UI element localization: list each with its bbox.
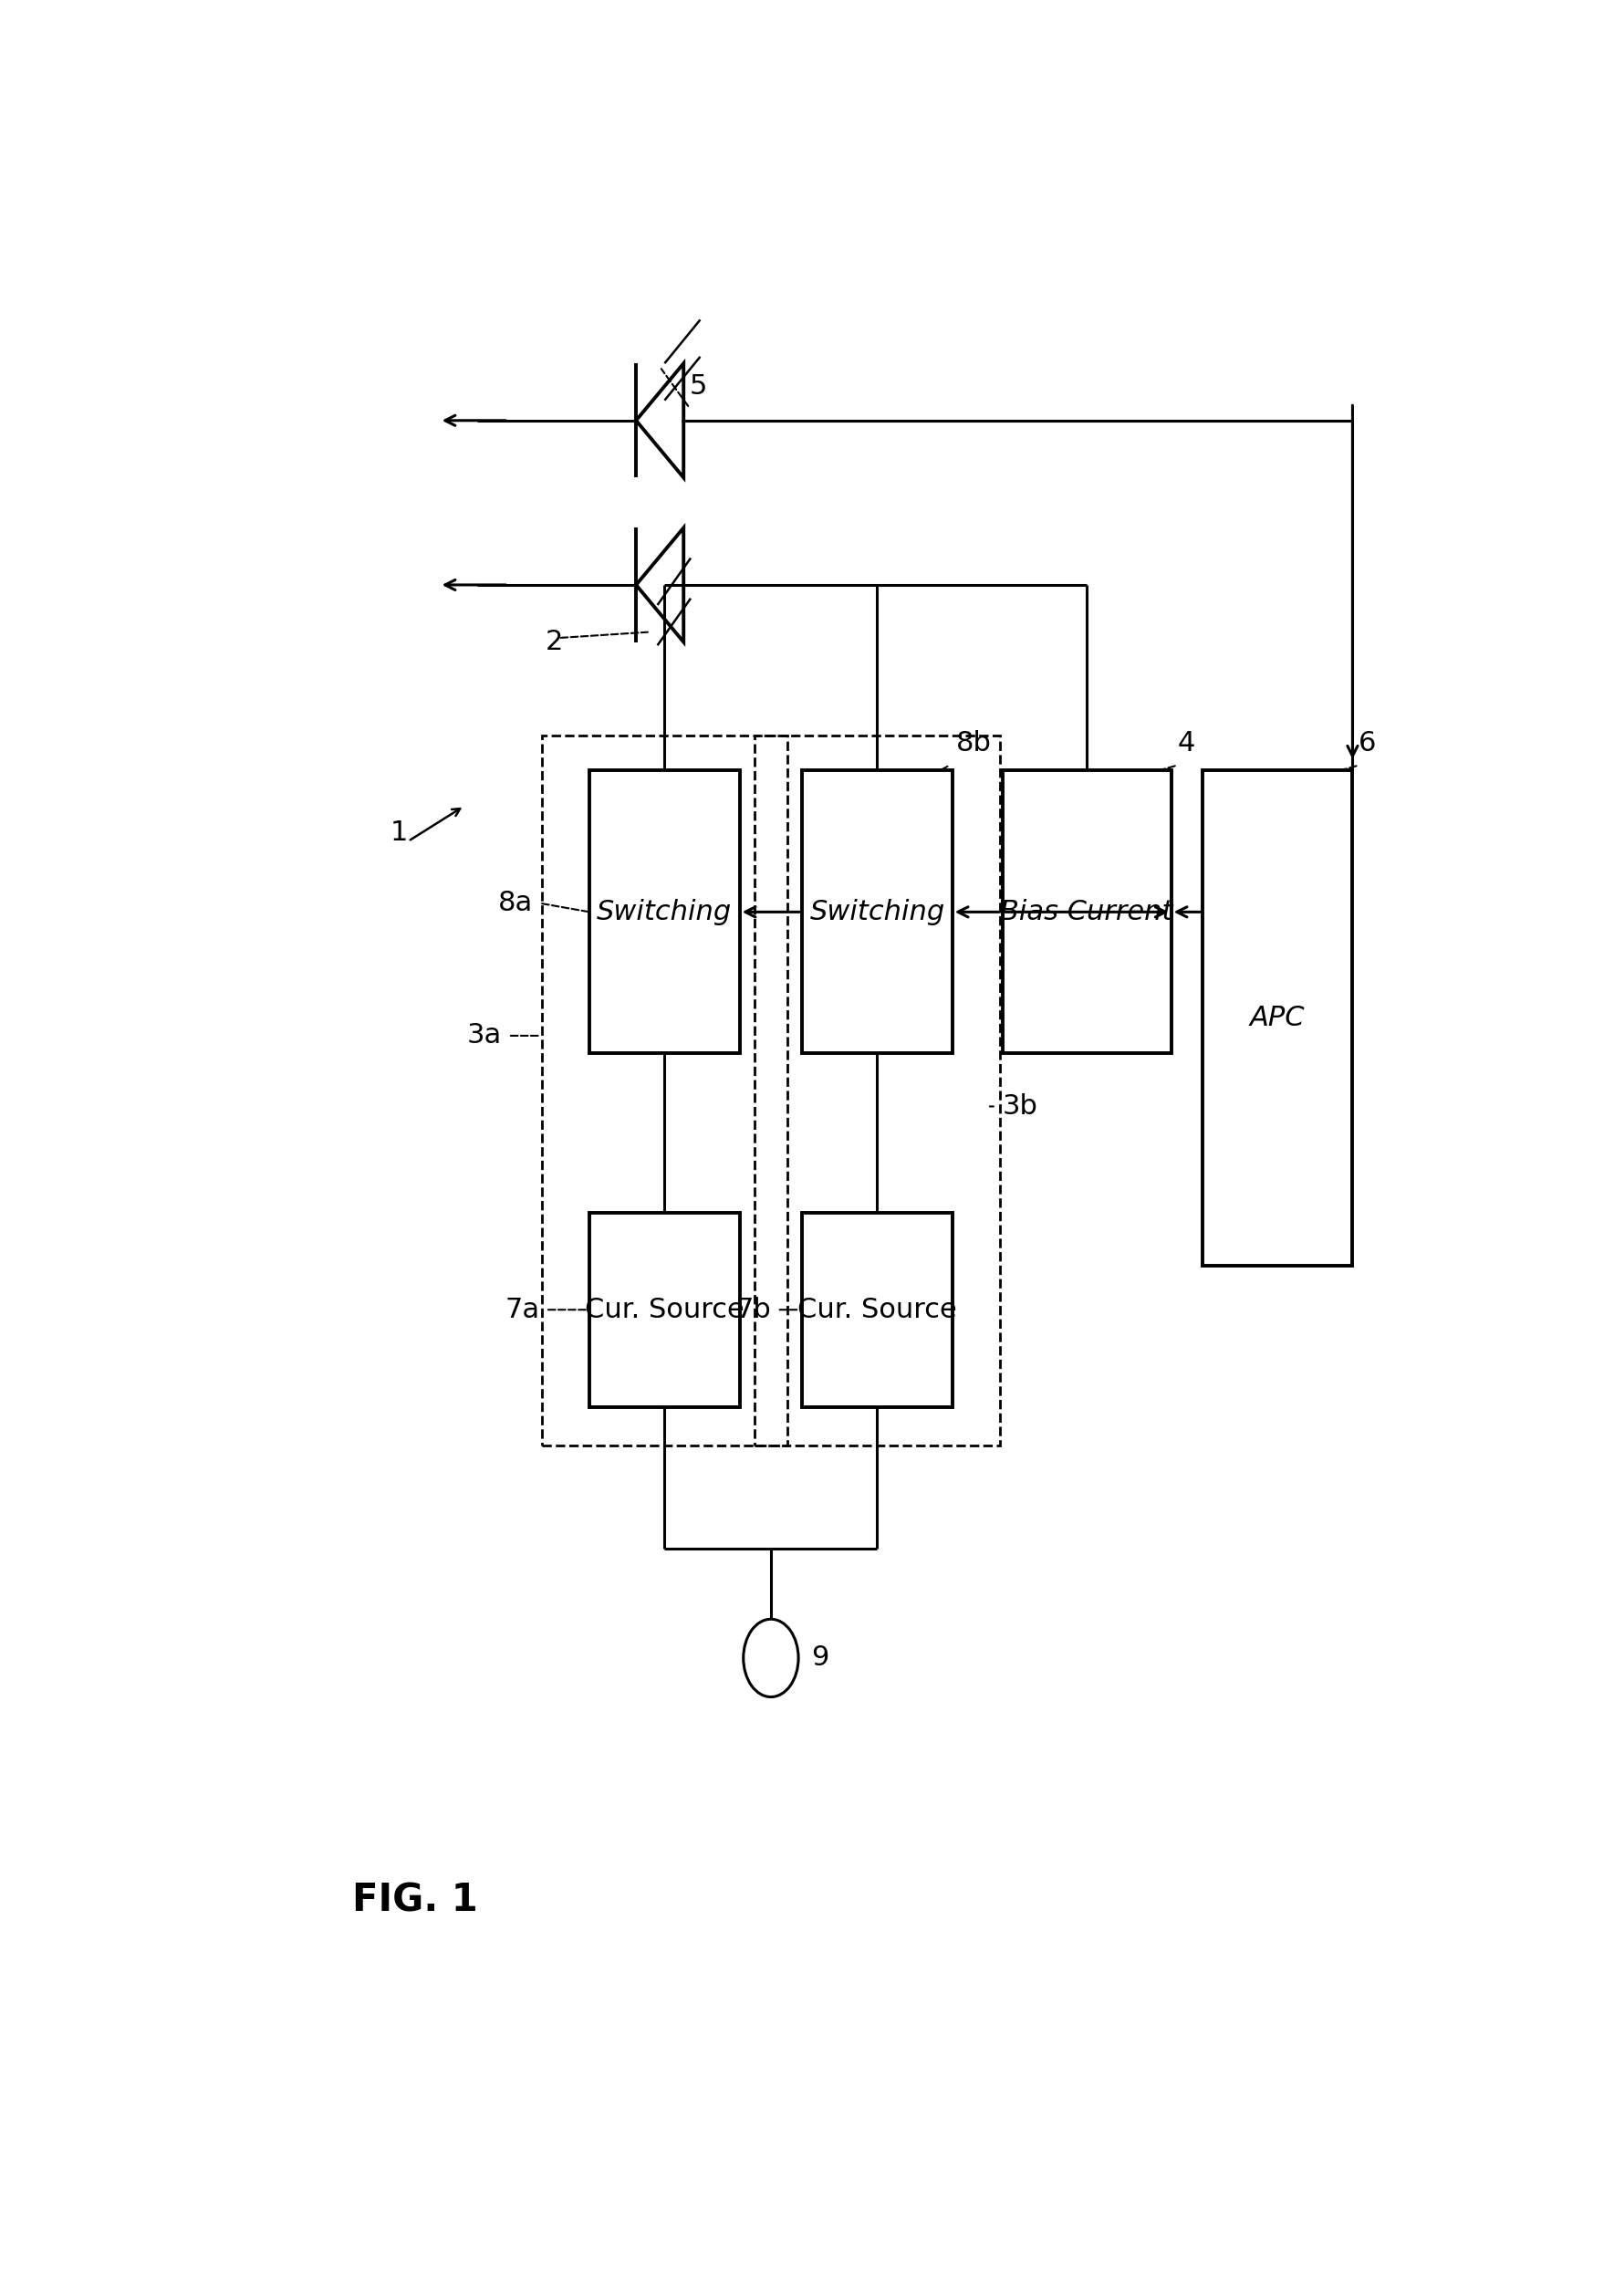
Bar xyxy=(589,1212,739,1407)
Bar xyxy=(589,771,739,1054)
Text: 2: 2 xyxy=(546,629,563,657)
Text: 3a: 3a xyxy=(466,1022,502,1049)
Text: 6: 6 xyxy=(1359,730,1377,755)
Text: FIG. 1: FIG. 1 xyxy=(352,1880,478,1919)
Text: 7a: 7a xyxy=(505,1297,539,1322)
Bar xyxy=(802,771,952,1054)
Bar xyxy=(1202,771,1353,1265)
Bar xyxy=(802,1212,952,1407)
Text: Cur. Source: Cur. Source xyxy=(797,1297,957,1322)
Text: 5: 5 xyxy=(689,372,707,400)
Text: Cur. Source: Cur. Source xyxy=(584,1297,744,1322)
Bar xyxy=(1002,771,1172,1054)
Text: 9: 9 xyxy=(810,1644,828,1671)
Text: Switching: Switching xyxy=(810,898,944,925)
Text: 4: 4 xyxy=(1178,730,1194,755)
Text: Switching: Switching xyxy=(597,898,733,925)
Bar xyxy=(755,735,999,1446)
Text: 8a: 8a xyxy=(499,891,533,916)
Text: 1: 1 xyxy=(391,820,408,845)
Text: 3b: 3b xyxy=(1002,1093,1038,1120)
Bar xyxy=(542,735,788,1446)
Text: APC: APC xyxy=(1249,1006,1306,1031)
Text: 8b: 8b xyxy=(955,730,991,755)
Text: 7b: 7b xyxy=(736,1297,771,1322)
Text: Bias Current: Bias Current xyxy=(1001,898,1173,925)
